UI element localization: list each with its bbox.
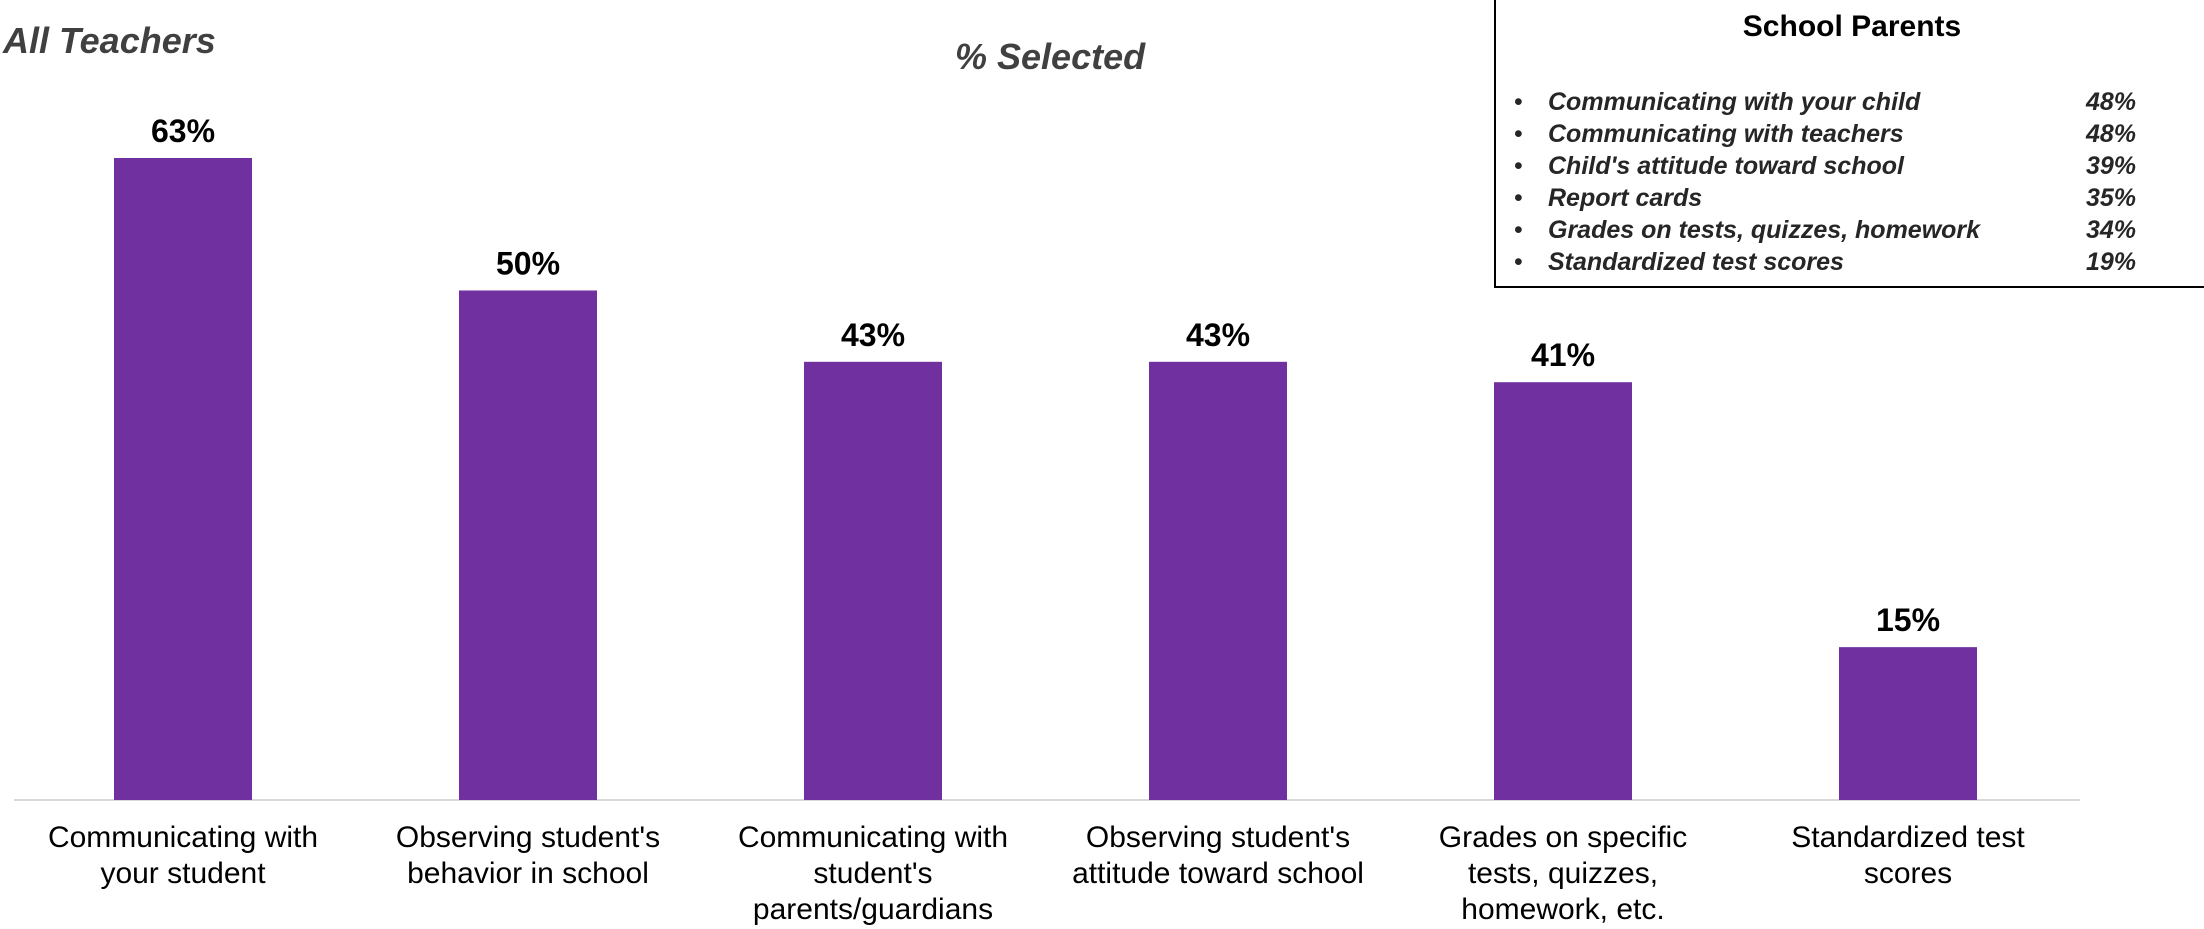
x-tick-label-line: parents/guardians [752,893,994,926]
x-tick-label: Grades on specific tests, quizzes, homewor… [1413,820,1713,928]
x-tick-label: Communicating with your student [33,820,333,892]
x-tick-label-line: your student [100,857,266,890]
bullet-icon: • [1514,152,1523,180]
bullet-icon: • [1514,216,1523,244]
bar [1839,647,1977,800]
parents-item-value: 19% [2086,248,2137,276]
x-tick-label: Observing student's attitude toward schoo… [1068,820,1368,892]
parents-list-item: • Report cards 35% [1514,182,2174,214]
parents-item-label: Communicating with your child [1548,88,1921,116]
x-tick-label-line: Observing student's [1085,821,1351,854]
page-title: All Teachers [3,20,216,61]
x-tick-label-line: tests, quizzes, [1467,857,1659,890]
x-tick-label-line: scores [1863,857,1953,890]
parents-item-label: Communicating with teachers [1548,120,1904,148]
x-tick-label-line: Communicating with [47,821,319,854]
bar-data-label: 50% [496,245,560,281]
school-parents-list: • Communicating with your child 48% • Commun… [1514,86,2174,278]
x-tick-label: Observing student's behavior in school [378,820,678,892]
bar [1149,361,1287,800]
x-tick-label-line: Observing student's [395,821,661,854]
school-parents-box: School Parents • Communicating with your … [1494,0,2204,288]
parents-list-item: • Communicating with your child 48% [1514,86,2174,118]
parents-item-value: 35% [2086,184,2137,212]
parents-item-label: Grades on tests, quizzes, homework [1548,216,1981,244]
x-tick-label: Standardized test scores [1758,820,2058,892]
bar-data-label: 41% [1531,337,1595,373]
x-tick-label-line: Communicating with [737,821,1009,854]
parents-list-item: • Standardized test scores 19% [1514,246,2174,278]
bar [459,290,597,800]
chart-subtitle: % Selected [955,36,1146,77]
x-tick-label-line: Grades on specific [1438,821,1688,854]
bar [1494,382,1632,800]
x-tick-label-line: student's [813,857,933,890]
x-tick-label-line: attitude toward school [1072,857,1364,890]
parents-item-value: 48% [2086,88,2137,116]
bullet-icon: • [1514,184,1523,212]
data-labels-group: 63% 50% 43% 43% 41% 15% [151,113,1940,638]
parents-list-item: • Child's attitude toward school 39% [1514,150,2174,182]
parents-item-value: 48% [2086,120,2137,148]
parents-list-item: • Communicating with teachers 48% [1514,118,2174,150]
parents-list-item: • Grades on tests, quizzes, homework 34% [1514,214,2174,246]
bar-data-label: 43% [841,317,905,353]
bar-data-label: 63% [151,113,215,149]
parents-item-label: Standardized test scores [1548,248,1844,276]
x-tick-label-line: homework, etc. [1461,893,1665,926]
bars-group [114,158,1977,800]
parents-item-value: 39% [2086,152,2137,180]
bar-data-label: 43% [1186,317,1250,353]
bullet-icon: • [1514,88,1523,116]
x-tick-label: Communicating with student's parents/guard… [723,820,1023,928]
bullet-icon: • [1514,120,1523,148]
bar [804,361,942,800]
bar [114,158,252,800]
bullet-icon: • [1514,248,1523,276]
parents-item-label: Child's attitude toward school [1548,152,1904,180]
bar-data-label: 15% [1876,602,1940,638]
school-parents-title: School Parents [1742,10,1962,43]
x-tick-label-line: behavior in school [407,857,649,890]
parents-item-value: 34% [2086,216,2137,244]
parents-item-label: Report cards [1548,184,1703,212]
x-tick-label-line: Standardized test [1791,821,2025,854]
